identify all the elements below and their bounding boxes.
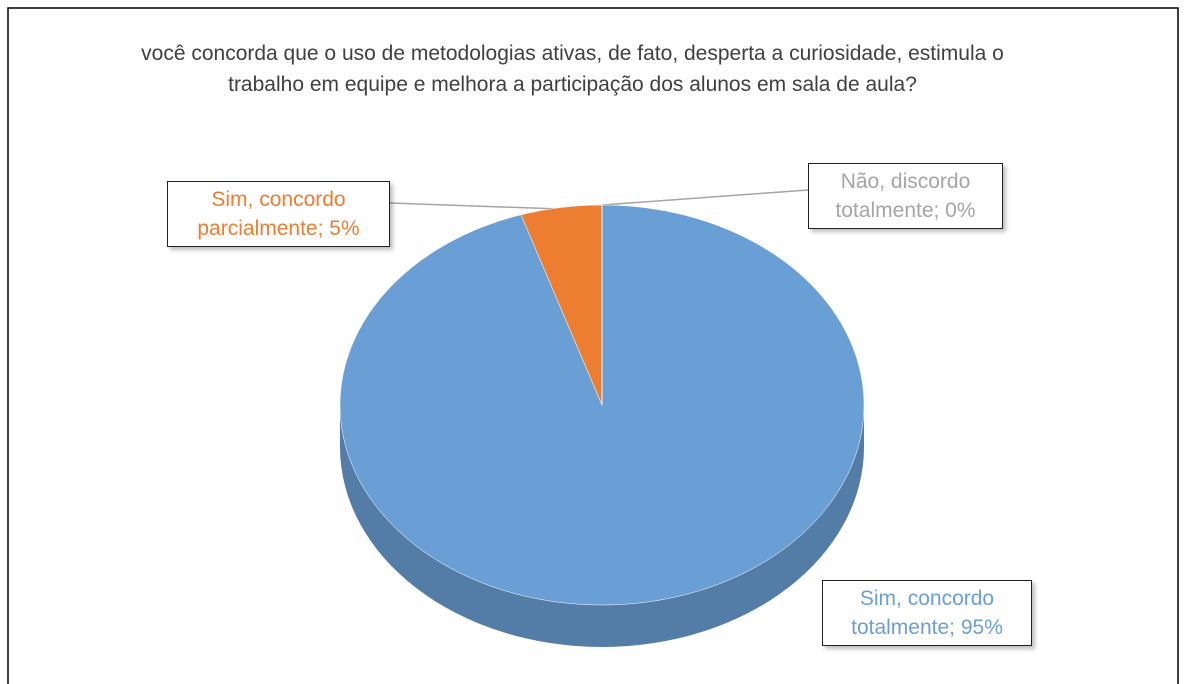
- chart-border: [7, 7, 1179, 684]
- data-label: Não, discordo totalmente; 0%: [808, 163, 1003, 229]
- chart-title: você concorda que o uso de metodologias …: [141, 42, 1004, 96]
- pie-side: [340, 405, 864, 647]
- data-label: Sim, concordo parcialmente; 5%: [167, 181, 390, 247]
- leader-line: [601, 189, 809, 206]
- data-label: Sim, concordo totalmente; 95%: [822, 580, 1032, 646]
- leader-line: [389, 202, 561, 210]
